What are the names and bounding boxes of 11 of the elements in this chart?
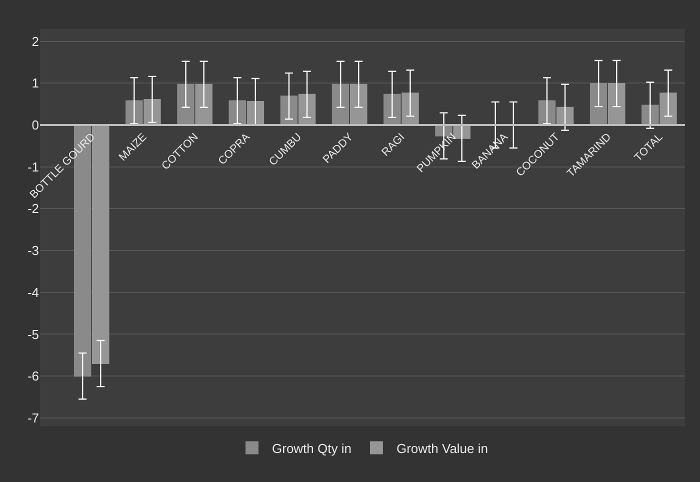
y-tick-label: -5 [27,326,39,342]
y-tick-label: -7 [27,410,39,426]
y-tick-label: -2 [27,201,39,216]
y-tick-label: 0 [32,118,39,133]
y-tick-label: 2 [32,34,39,49]
y-tick-label: -3 [27,243,39,258]
y-tick-label: -4 [27,284,39,300]
y-tick-label: -6 [27,368,39,384]
legend-label: Growth Value in [396,440,488,456]
legend-label: Growth Qty in [272,440,352,456]
y-tick-label: 1 [32,76,39,91]
